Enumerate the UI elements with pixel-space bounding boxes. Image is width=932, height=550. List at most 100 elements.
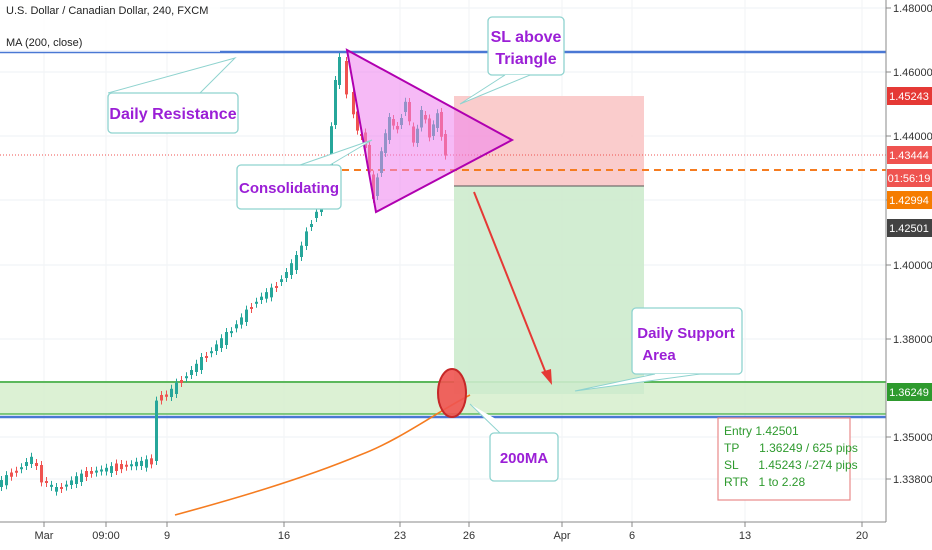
candle-body <box>5 475 8 486</box>
candle-body <box>165 394 168 397</box>
candle-body <box>185 376 188 379</box>
candle-body <box>15 470 18 473</box>
short-arrow-head <box>541 369 552 385</box>
candle-body <box>290 263 293 275</box>
price-tag-label: 1.42501 <box>889 223 929 235</box>
candle-body <box>230 331 233 334</box>
x-tick-label: 09:00 <box>92 530 120 542</box>
candle-body <box>95 470 98 473</box>
candle-body <box>265 292 268 299</box>
candle-body <box>245 309 248 322</box>
price-tag-bg <box>887 383 932 401</box>
x-tick-label: 9 <box>164 530 170 542</box>
candle-body <box>75 476 78 484</box>
candle-body <box>235 324 238 329</box>
y-tick-label: 1.38000 <box>893 334 932 346</box>
candle-body <box>150 458 153 465</box>
price-tag-bg <box>887 87 932 105</box>
candle-body <box>25 462 28 466</box>
candle-body <box>85 471 88 477</box>
indicator-label[interactable]: MA (200, close) <box>6 37 82 49</box>
candle-body <box>20 467 23 470</box>
x-tick-label: Mar <box>35 530 54 542</box>
candle-body <box>220 338 223 348</box>
candle-body <box>80 473 83 482</box>
ma-touch-marker[interactable] <box>437 368 467 418</box>
candle-body <box>275 286 278 288</box>
x-tick-label: 20 <box>856 530 868 542</box>
candle-body <box>100 469 103 472</box>
candle-body <box>250 307 253 309</box>
candle-body <box>135 461 138 467</box>
candle-body <box>295 255 298 270</box>
candle-body <box>50 484 53 487</box>
candle-body <box>115 463 118 471</box>
chart-symbol-title[interactable]: U.S. Dollar / Canadian Dollar, 240, FXCM <box>6 5 208 17</box>
y-tick-label: 1.40000 <box>893 260 932 272</box>
candle-body <box>55 487 58 492</box>
x-tick-label: 16 <box>278 530 290 542</box>
price-tag-label: 1.43444 <box>889 150 929 162</box>
callout-sl-above[interactable]: SL above Triangle <box>459 16 565 105</box>
candle-body <box>300 245 303 257</box>
trade-entry: Entry 1.42501 <box>724 424 799 438</box>
candle-body <box>190 370 193 375</box>
candle-body <box>140 460 143 466</box>
callout-daily-support[interactable]: Daily Support Area <box>574 307 743 392</box>
candle-body <box>305 231 308 246</box>
price-tags: 1.45243 1.43444 01:56:19 1.42994 1.42501 1.36… <box>887 87 932 401</box>
symmetrical-triangle[interactable] <box>345 48 515 214</box>
candle-body <box>105 467 108 472</box>
x-tick-label: 13 <box>739 530 751 542</box>
candle-body <box>40 465 43 483</box>
price-tag-label: 01:56:19 <box>888 173 931 185</box>
candle-body <box>330 126 333 168</box>
candle-body <box>170 388 173 397</box>
candle-body <box>180 380 183 383</box>
candle-body <box>285 272 288 278</box>
price-tag-bg <box>887 191 932 209</box>
candle-body <box>110 466 113 473</box>
callout-200ma[interactable]: 200MA <box>469 403 559 482</box>
trade-info-box: Entry 1.42501 TP 1.36249 / 625 pips SL 1… <box>717 417 858 501</box>
candle-body <box>345 61 348 95</box>
candle-body <box>195 363 198 372</box>
x-tick-label: 23 <box>394 530 406 542</box>
candle-body <box>35 463 38 466</box>
candle-body <box>65 484 68 487</box>
y-tick-label: 1.35000 <box>893 432 932 444</box>
price-tag-bg <box>887 146 932 164</box>
price-tag-label: 1.36249 <box>889 387 929 399</box>
sl-above-label-2: Triangle <box>495 51 556 68</box>
candle-body <box>175 382 178 394</box>
y-tick-label: 1.33800 <box>893 474 932 486</box>
trade-sl: SL 1.45243 /-274 pips <box>724 458 858 472</box>
candle-body <box>352 92 355 115</box>
trade-tp: TP 1.36249 / 625 pips <box>724 441 858 455</box>
price-tag-label: 1.42994 <box>889 195 929 207</box>
price-tag-bg <box>887 219 932 237</box>
candle-body <box>200 357 203 370</box>
trade-rtr: RTR 1 to 2.28 <box>724 475 805 489</box>
ma-200-curve <box>174 394 471 516</box>
candle-body <box>338 57 341 85</box>
candle-body <box>60 487 63 489</box>
candle-body <box>70 480 73 485</box>
candle-body <box>160 395 163 401</box>
candle-body <box>45 481 48 483</box>
candle-body <box>334 80 337 125</box>
y-axis[interactable]: 1.480001.460001.440001.420001.400001.380… <box>886 3 932 486</box>
callout-consolidating[interactable]: Consolidating <box>236 139 373 210</box>
candle-body <box>155 400 158 461</box>
candle-body <box>356 111 359 131</box>
x-tick-label: 6 <box>629 530 635 542</box>
candle-body <box>120 464 123 470</box>
take-profit-zone <box>454 186 644 394</box>
candle-body <box>0 480 3 487</box>
candle-body <box>215 344 218 351</box>
callout-daily-resistance[interactable]: Daily Resistance <box>107 57 239 134</box>
price-tag-bg <box>887 169 932 187</box>
x-axis[interactable]: Mar 09:00 9 16 23 26 Apr 6 13 20 <box>35 522 869 542</box>
candle-body <box>225 332 228 345</box>
